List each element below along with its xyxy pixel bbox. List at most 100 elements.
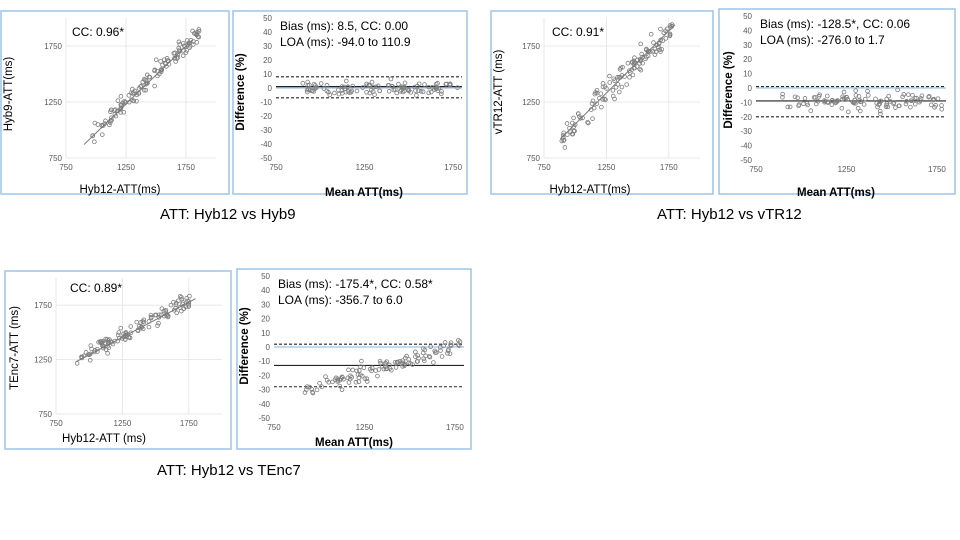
data-point <box>120 100 126 106</box>
data-point <box>358 372 363 378</box>
data-point <box>833 99 839 105</box>
y-axis-label: Difference (%) <box>235 53 247 130</box>
data-point <box>300 81 306 86</box>
data-point <box>643 47 649 53</box>
y-tick-label: -10 <box>740 98 752 107</box>
data-point <box>401 85 407 91</box>
y-tick-label: 50 <box>263 14 272 23</box>
data-point <box>305 79 310 85</box>
data-point <box>112 112 118 117</box>
y-tick-label: 50 <box>261 272 270 281</box>
data-point <box>421 356 426 362</box>
data-point <box>106 345 112 351</box>
data-point <box>634 64 640 69</box>
data-point <box>858 108 863 114</box>
data-point <box>561 137 567 143</box>
data-point <box>428 344 433 349</box>
data-point <box>332 90 337 96</box>
data-point <box>900 94 905 100</box>
data-point <box>561 138 566 143</box>
y-tick-label: -50 <box>260 154 272 163</box>
data-point <box>131 98 137 104</box>
y-tick-label: 750 <box>527 154 541 163</box>
y-tick-label: 1250 <box>44 98 62 107</box>
y-tick-label: 50 <box>743 12 752 21</box>
data-point <box>360 85 366 90</box>
data-point <box>926 93 932 99</box>
y-tick-label: 1750 <box>44 42 62 51</box>
data-point <box>445 348 451 354</box>
data-point <box>602 96 607 102</box>
data-point <box>448 343 454 348</box>
y-tick-label: -20 <box>258 371 270 380</box>
data-point <box>455 85 460 90</box>
data-point <box>648 31 654 37</box>
data-point <box>162 60 168 66</box>
y-tick-label: 10 <box>261 329 270 338</box>
data-point <box>856 94 862 99</box>
y-tick-label: -30 <box>258 386 270 395</box>
x-tick-label: 750 <box>537 163 551 172</box>
data-point <box>337 383 343 389</box>
data-point <box>443 81 449 87</box>
data-point <box>917 98 923 103</box>
data-point <box>397 359 403 364</box>
data-point <box>630 72 636 78</box>
regression-line <box>75 298 196 363</box>
data-point <box>625 60 631 66</box>
data-point <box>175 55 181 60</box>
data-point <box>841 89 847 95</box>
data-point <box>865 88 870 94</box>
data-point <box>895 87 900 93</box>
data-point <box>400 358 405 363</box>
caption-hyb12-vs-hyb9: ATT: Hyb12 vs Hyb9 <box>160 206 296 223</box>
data-point <box>652 52 658 57</box>
x-tick-label: 750 <box>49 419 63 428</box>
chart-frame <box>236 268 472 450</box>
data-point <box>637 61 642 66</box>
y-tick-label: 750 <box>39 410 53 419</box>
p5-svg: 750 1250 1750 750 1250 1750 Hyb12-ATT (ms) TEnc… <box>4 270 232 450</box>
data-point <box>385 82 391 88</box>
data-point <box>792 94 798 100</box>
data-point <box>817 92 822 98</box>
data-point <box>448 82 453 88</box>
data-point <box>431 360 436 365</box>
y-axis-label: vTR12-ATT (ms) <box>493 50 505 135</box>
cc-annotation: CC: 0.89* <box>70 281 122 295</box>
data-point <box>624 82 629 87</box>
data-point <box>341 376 346 382</box>
data-point <box>121 109 127 115</box>
data-point <box>103 336 109 342</box>
data-point <box>107 122 112 128</box>
data-point <box>335 378 341 383</box>
data-point <box>560 132 566 138</box>
data-point <box>171 51 177 56</box>
data-point <box>174 300 179 306</box>
data-point <box>780 91 785 97</box>
data-point <box>152 83 157 89</box>
y-axis-label: Difference (%) <box>723 51 735 128</box>
data-point <box>653 49 659 55</box>
p3-svg: 750 1250 1750 750 1250 1750 Hyb12-ATT(ms) vTR12… <box>490 10 714 196</box>
y-tick-label: -40 <box>258 400 270 409</box>
data-point <box>931 97 936 103</box>
data-point <box>785 104 791 110</box>
y-tick-label: -10 <box>260 98 272 107</box>
loa-annotation: LOA (ms): -276.0 to 1.7 <box>760 33 885 47</box>
data-point <box>362 376 368 381</box>
data-point <box>397 88 403 94</box>
data-point <box>346 380 352 385</box>
y-tick-label: 0 <box>266 343 271 352</box>
scatter-hyb12-vs-hyb9: 750 1250 1750 750 1250 1750 Hyb12-ATT(ms) Hyb9-… <box>0 10 230 196</box>
y-tick-label: 20 <box>261 315 270 324</box>
data-point <box>119 102 124 108</box>
y-tick-label: 30 <box>743 41 752 50</box>
data-point <box>873 96 878 102</box>
p2-svg: 750 1250 1750 50 40 30 20 10 0 -10 -20 -30 -40 -50 Mea… <box>232 10 468 199</box>
y-tick-label: 1250 <box>522 98 540 107</box>
data-point <box>318 81 324 86</box>
data-point <box>303 387 309 393</box>
data-point <box>811 95 817 100</box>
y-tick-label: -50 <box>258 414 270 423</box>
